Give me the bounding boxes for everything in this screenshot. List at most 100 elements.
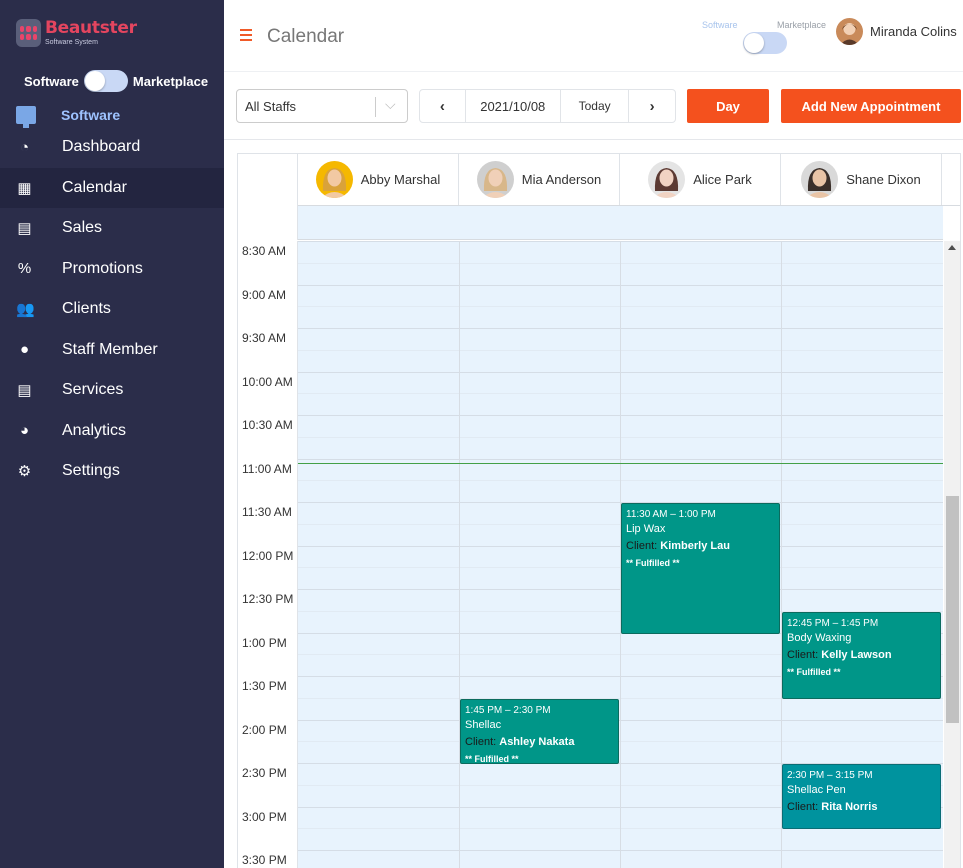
sidebar-item-label: Clients [62, 300, 111, 318]
appointment-status: ** Fulfilled ** [465, 753, 519, 764]
page-title: Calendar [267, 26, 345, 47]
sidebar-item-label: Settings [62, 462, 120, 480]
users-icon: 👥 [16, 301, 35, 319]
calendar-scrollbar[interactable] [944, 241, 960, 868]
appointment-client: Client: Ashley Nakata [465, 734, 614, 751]
appointment-card[interactable]: 12:45 PM – 1:45 PM Body Waxing Client: Kel… [782, 611, 941, 699]
sidebar-item-clients[interactable]: 👥 Clients [0, 289, 224, 330]
header-mode-toggle: Software Marketplace [702, 18, 832, 58]
staff-column-header[interactable]: Shane Dixon [781, 154, 942, 205]
staff-filter-value: All Staffs [245, 99, 297, 114]
current-date[interactable]: 2021/10/08 [466, 90, 561, 122]
appointment-card[interactable]: 1:45 PM – 2:30 PM Shellac Client: Ashley N… [460, 698, 619, 764]
staff-column-header[interactable]: Abby Marshal [298, 154, 459, 205]
time-label: 8:30 AM [242, 244, 287, 258]
day-view-button[interactable]: Day [687, 89, 769, 123]
appointment-card[interactable]: 11:30 AM – 1:00 PM Lip Wax Client: Kimberl… [621, 503, 780, 634]
sidebar-item-sales[interactable]: ▤ Sales [0, 208, 224, 249]
calendar-icon: ▦ [17, 179, 32, 197]
column-divider [781, 241, 782, 868]
sidebar-item-settings[interactable]: ⚙ Settings [0, 451, 224, 492]
sidebar-item-promotions[interactable]: % Promotions [0, 249, 224, 290]
time-label: 2:30 PM [242, 766, 287, 780]
app-logo[interactable]: Beautster Software System [16, 19, 137, 47]
appointment-status: ** Fulfilled ** [787, 666, 841, 677]
previous-day-button[interactable]: ‹ [420, 90, 466, 122]
scroll-thumb[interactable] [946, 496, 959, 723]
sidebar-item-services[interactable]: ▤ Services [0, 370, 224, 411]
sidebar-item-staff-member[interactable]: ● Staff Member [0, 330, 224, 371]
sidebar-nav: ◔ Dashboard ▦ Calendar ▤ Sales % Promotions 👥 Cli… [0, 127, 224, 492]
gear-icon: ⚙ [17, 463, 32, 481]
toggle-label-software: Software [702, 20, 738, 30]
chevron-down-icon: ⌵ [385, 96, 396, 112]
user-name: Miranda Colins [870, 24, 957, 39]
menu-icon[interactable] [240, 29, 252, 41]
date-navigator: ‹ 2021/10/08 Today › [419, 89, 676, 123]
time-label: 3:30 PM [242, 853, 287, 867]
time-label: 11:00 AM [242, 461, 292, 476]
schedule-area[interactable]: 11:30 AM – 1:00 PM Lip Wax Client: Kimberl… [298, 241, 943, 868]
client-name: Ashley Nakata [499, 735, 575, 748]
time-label: 12:00 PM [242, 548, 294, 563]
appointment-service: Body Waxing [787, 631, 852, 644]
staff-name: Mia Anderson [521, 172, 602, 187]
user-menu[interactable]: Miranda Colins [836, 18, 957, 45]
time-label: 12:30 PM [242, 592, 294, 606]
logo-mark-icon [16, 19, 41, 47]
appointment-time: 1:45 PM – 2:30 PM [465, 704, 551, 716]
today-button[interactable]: Today [561, 90, 630, 122]
appointment-client: Client: Kelly Lawson [787, 647, 936, 664]
staff-name: Abby Marshal [360, 172, 441, 187]
sidebar-item-calendar[interactable]: ▦ Calendar [0, 167, 224, 208]
client-label: Client: [787, 648, 819, 661]
logo-subtitle: Software System [45, 39, 98, 46]
appointment-service: Lip Wax [626, 523, 666, 535]
all-day-row[interactable] [298, 206, 943, 240]
sidebar-item-label: Dashboard [62, 138, 141, 156]
toggle-label-software: Software [24, 73, 79, 89]
sidebar-item-dashboard[interactable]: ◔ Dashboard [0, 127, 224, 168]
appointment-time: 2:30 PM – 3:15 PM [787, 770, 873, 781]
staff-avatar [648, 161, 686, 198]
appointment-client: Client: Kimberly Lau [626, 538, 775, 555]
time-label: 9:30 AM [242, 331, 287, 345]
staff-column-header[interactable]: Alice Park [620, 154, 781, 205]
staff-avatar [476, 161, 514, 198]
sidebar: Beautster Software System Software Marke… [0, 0, 224, 868]
time-label: 11:30 AM [242, 505, 292, 519]
scroll-up-icon[interactable] [948, 245, 956, 250]
time-corner [238, 154, 298, 240]
appointment-time: 11:30 AM – 1:00 PM [626, 509, 716, 520]
next-day-button[interactable]: › [649, 97, 655, 115]
staff-avatar [801, 161, 839, 198]
sidebar-item-analytics[interactable]: ◕ Analytics [0, 411, 224, 452]
appointment-card[interactable]: 2:30 PM – 3:15 PM Shellac Pen Client: Rita… [782, 764, 941, 830]
monitor-icon [16, 106, 36, 128]
time-grid: 8:30 AM 9:00 AM 9:30 AM 10:00 AM 10:30 AM 11:… [238, 241, 944, 868]
mode-switch[interactable] [83, 70, 128, 92]
staff-column-header[interactable]: Mia Anderson [459, 154, 620, 205]
client-name: Kelly Lawson [821, 648, 892, 661]
client-name: Kimberly Lau [660, 540, 730, 552]
staff-avatar [315, 161, 353, 198]
column-divider [459, 241, 460, 868]
pie-chart-icon: ◕ [19, 422, 30, 440]
sidebar-item-label: Sales [62, 219, 103, 237]
receipt-icon: ▤ [17, 220, 32, 238]
sidebar-section-software: Software [16, 106, 120, 128]
header-mode-switch[interactable] [743, 32, 787, 54]
client-name: Rita Norris [821, 801, 878, 813]
client-label: Client: [465, 735, 497, 748]
add-appointment-button[interactable]: Add New Appointment [781, 89, 961, 123]
appointment-status: ** Fulfilled ** [626, 558, 680, 568]
time-column: 8:30 AM 9:00 AM 9:30 AM 10:00 AM 10:30 AM 11:… [238, 241, 298, 868]
time-label: 9:00 AM [242, 287, 287, 302]
appointment-service: Shellac Pen [787, 784, 846, 796]
staff-name: Shane Dixon [846, 172, 921, 187]
time-label: 2:00 PM [242, 722, 287, 737]
calendar-grid: Abby Marshal Mia Anderson Alice Park Shane … [237, 153, 961, 868]
staff-header-row: Abby Marshal Mia Anderson Alice Park Shane … [238, 154, 960, 240]
staff-filter-select[interactable]: All Staffs ⌵ [236, 89, 408, 123]
top-bar: Calendar Software Marketplace Miranda Co… [224, 0, 963, 72]
